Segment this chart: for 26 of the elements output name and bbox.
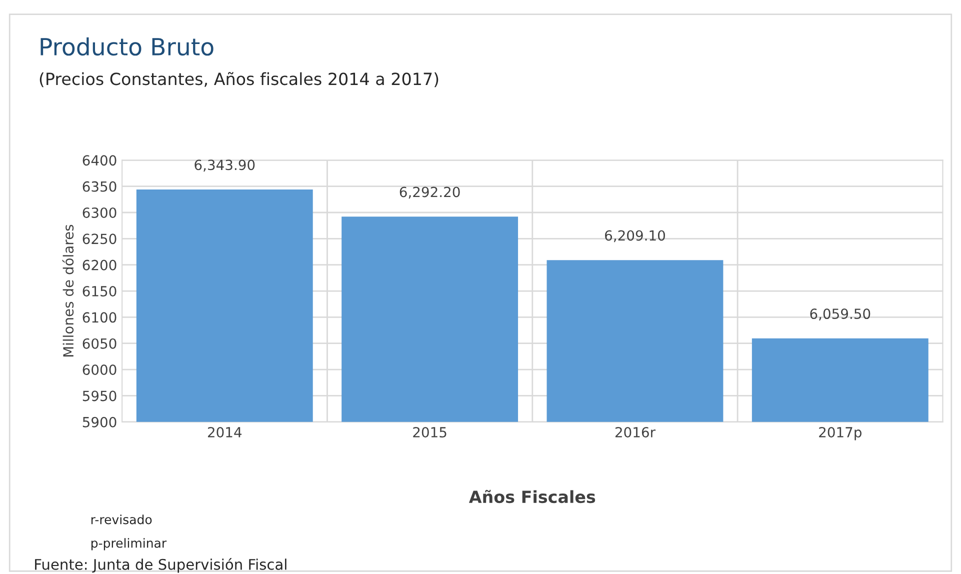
y-tick-label: 5950 [82, 390, 116, 402]
y-tick-label: 6150 [82, 286, 116, 296]
y-tick-label: 6250 [82, 234, 116, 244]
chart-subtitle: (Precios Constantes, Años fiscales 2014 a 2017) [40, 72, 438, 88]
text: p-preliminar [91, 538, 167, 550]
data-label: 6,343.90 [194, 160, 255, 172]
chart-title: Producto Bruto [40, 37, 214, 56]
data-label: 6,209.10 [605, 230, 665, 242]
y-tick-label: 6000 [82, 364, 116, 376]
x-tick-label: 2015 [413, 426, 446, 438]
y-tick-label: 6050 [82, 338, 116, 349]
y-tick-label: 6200 [82, 260, 116, 270]
y-tick-label: 5900 [82, 416, 116, 428]
y-tick-label: 6400 [82, 155, 116, 166]
x-tick-label: 2016r [615, 426, 656, 438]
y-tick-label: 6100 [82, 312, 116, 323]
y-tick-label: 6350 [82, 181, 116, 192]
x-tick-label: 2017p [819, 426, 862, 440]
x-tick-label: 2014 [208, 426, 242, 438]
y-axis-title: Millones de dólares [62, 224, 74, 357]
source-note: Fuente: Junta de Supervisión Fiscal [35, 558, 286, 573]
x-axis-title: Años Fiscales [468, 490, 596, 504]
data-label: 6,059.50 [810, 308, 870, 320]
data-label: 6,292.20 [400, 186, 460, 199]
text: r-revisado [91, 514, 152, 524]
y-tick-label: 6300 [82, 207, 116, 218]
